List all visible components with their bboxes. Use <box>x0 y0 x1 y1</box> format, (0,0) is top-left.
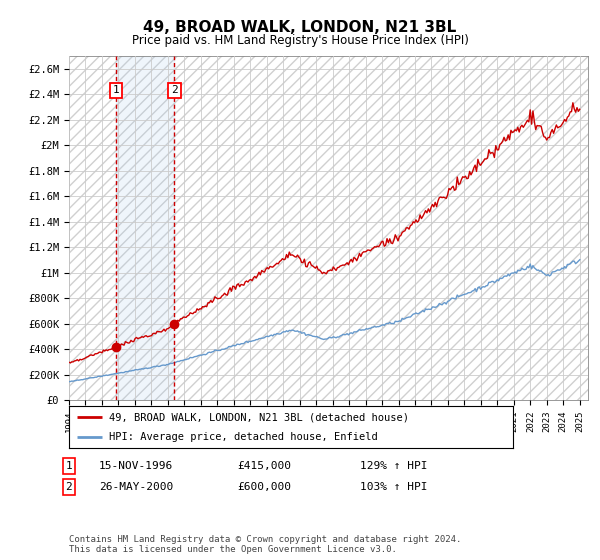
Text: 103% ↑ HPI: 103% ↑ HPI <box>360 482 427 492</box>
Text: HPI: Average price, detached house, Enfield: HPI: Average price, detached house, Enfi… <box>109 432 378 442</box>
Text: 26-MAY-2000: 26-MAY-2000 <box>99 482 173 492</box>
Bar <box>116 56 175 400</box>
Text: £600,000: £600,000 <box>237 482 291 492</box>
Text: 15-NOV-1996: 15-NOV-1996 <box>99 461 173 471</box>
Text: Price paid vs. HM Land Registry's House Price Index (HPI): Price paid vs. HM Land Registry's House … <box>131 34 469 46</box>
Text: 49, BROAD WALK, LONDON, N21 3BL (detached house): 49, BROAD WALK, LONDON, N21 3BL (detache… <box>109 412 409 422</box>
Text: 49, BROAD WALK, LONDON, N21 3BL: 49, BROAD WALK, LONDON, N21 3BL <box>143 20 457 35</box>
Text: Contains HM Land Registry data © Crown copyright and database right 2024.
This d: Contains HM Land Registry data © Crown c… <box>69 535 461 554</box>
Text: 1: 1 <box>65 461 73 471</box>
Text: £415,000: £415,000 <box>237 461 291 471</box>
Text: 1: 1 <box>113 86 119 95</box>
Text: 129% ↑ HPI: 129% ↑ HPI <box>360 461 427 471</box>
Text: 2: 2 <box>65 482 73 492</box>
Text: 2: 2 <box>171 86 178 95</box>
